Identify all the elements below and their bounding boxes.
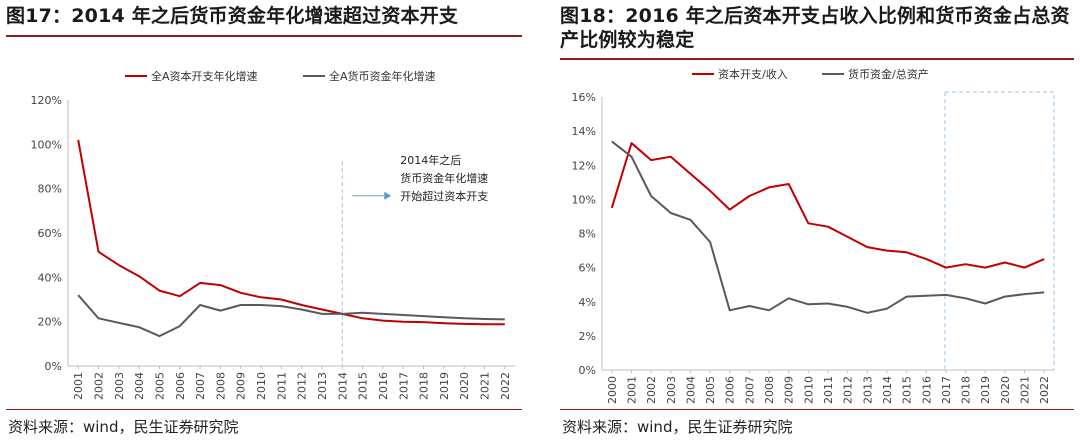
x-tick-label: 2017 <box>397 372 410 400</box>
x-tick-label: 2014 <box>336 372 349 400</box>
x-tick-label: 2020 <box>999 376 1012 404</box>
series-line-0 <box>77 139 505 326</box>
x-tick-label: 2000 <box>606 376 619 404</box>
annotation-text-line: 开始超过资本开支 <box>400 189 488 203</box>
x-tick-label: 2003 <box>113 372 126 400</box>
y-tick-label: 12% <box>572 159 596 172</box>
y-tick-label: 6% <box>579 262 596 275</box>
x-tick-label: 2002 <box>645 376 658 404</box>
y-tick-label: 120% <box>31 94 62 107</box>
x-tick-label: 2018 <box>418 372 431 400</box>
x-tick-label: 2013 <box>861 376 874 404</box>
figure-17-title-rule <box>6 35 522 37</box>
series-line-0 <box>610 142 1045 269</box>
x-tick-label: 2005 <box>153 372 166 400</box>
y-tick-label: 20% <box>38 316 62 329</box>
figure-17: 图17：2014 年之后货币资金年化增速超过资本开支 全A资本开支年化增速 全A货… <box>0 0 530 443</box>
figure-17-title: 图17：2014 年之后货币资金年化增速超过资本开支 <box>6 5 459 27</box>
figure-18-source: 资料来源：wind，民生证券研究院 <box>562 418 793 436</box>
x-tick-label: 2005 <box>704 376 717 404</box>
annotation-text-line: 货币资金年化增速 <box>400 171 488 185</box>
figure-17-source-rule <box>6 409 522 410</box>
annotation-text-line: 2014年之后 <box>400 153 461 167</box>
highlight-range-box <box>944 91 1055 371</box>
x-tick-label: 2004 <box>684 376 697 404</box>
x-tick-label: 2010 <box>802 376 815 404</box>
x-tick-label: 2018 <box>960 376 973 404</box>
y-tick-label: 10% <box>572 193 596 206</box>
x-tick-label: 2010 <box>255 372 268 400</box>
x-tick-label: 2012 <box>842 376 855 404</box>
annotation-arrowhead <box>384 191 392 200</box>
x-tick-label: 2006 <box>174 372 187 400</box>
y-tick-label: 4% <box>579 296 596 309</box>
x-tick-label: 2007 <box>743 376 756 404</box>
x-tick-label: 2011 <box>275 372 288 400</box>
y-tick-label: 2% <box>579 330 596 343</box>
legend-label-0: 全A资本开支年化增速 <box>151 69 258 83</box>
x-tick-label: 2016 <box>920 376 933 404</box>
series-line-1 <box>77 294 505 338</box>
figure-17-chart: 全A资本开支年化增速 全A货币资金年化增速 0% 20% 40% 60% 80% 100% 12… <box>31 69 515 400</box>
y-tick-label: 8% <box>579 228 596 241</box>
x-tick-label: 2007 <box>194 372 207 400</box>
x-tick-label: 2021 <box>479 372 492 400</box>
x-tick-label: 2008 <box>214 372 227 400</box>
y-tick-label: 100% <box>31 138 62 151</box>
x-tick-label: 2001 <box>625 376 638 404</box>
x-tick-label: 2016 <box>377 372 390 400</box>
x-tick-label: 2009 <box>235 372 248 400</box>
x-tick-label: 2015 <box>357 372 370 400</box>
x-tick-label: 2012 <box>296 372 309 400</box>
x-tick-label: 2017 <box>940 376 953 404</box>
x-tick-label: 2022 <box>499 372 512 400</box>
x-tick-label: 2014 <box>881 376 894 404</box>
x-tick-label: 2022 <box>1038 376 1051 404</box>
figure-18-title-rule <box>560 58 1074 60</box>
figure-17-source: 资料来源：wind，民生证券研究院 <box>8 418 239 436</box>
x-tick-label: 2019 <box>438 372 451 400</box>
y-tick-label: 0% <box>579 364 596 377</box>
figure-18-title: 图18：2016 年之后资本开支占收入比例和货币资金占总资产比例较为稳定 <box>560 5 1070 51</box>
x-tick-label: 2020 <box>458 372 471 400</box>
y-tick-label: 40% <box>38 271 62 284</box>
x-tick-label: 2019 <box>979 376 992 404</box>
legend-label-1: 货币资金/总资产 <box>848 67 929 81</box>
x-tick-label: 2001 <box>72 372 85 400</box>
legend-label-1: 全A货币资金年化增速 <box>329 69 436 83</box>
figure-18-source-rule <box>560 409 1074 410</box>
y-tick-label: 80% <box>38 183 62 196</box>
x-tick-label: 2002 <box>92 372 105 400</box>
y-tick-label: 14% <box>572 125 596 138</box>
x-tick-label: 2015 <box>901 376 914 404</box>
x-tick-label: 2008 <box>763 376 776 404</box>
x-tick-label: 2013 <box>316 372 329 400</box>
x-tick-label: 2021 <box>1019 376 1032 404</box>
x-tick-label: 2006 <box>724 376 737 404</box>
x-tick-label: 2004 <box>133 372 146 400</box>
figure-18: 图18：2016 年之后资本开支占收入比例和货币资金占总资产比例较为稳定 资本开… <box>552 0 1080 443</box>
x-tick-label: 2011 <box>822 376 835 404</box>
x-tick-label: 2003 <box>665 376 678 404</box>
figure-18-chart: 资本开支/收入 货币资金/总资产 0% 2% 4% 6% 8% 10% 12% 14% 16% 200… <box>572 67 1055 404</box>
y-tick-label: 0% <box>45 360 62 373</box>
x-tick-label: 2009 <box>783 376 796 404</box>
legend-label-0: 资本开支/收入 <box>718 67 788 81</box>
y-tick-label: 60% <box>38 227 62 240</box>
y-tick-label: 16% <box>572 91 596 104</box>
